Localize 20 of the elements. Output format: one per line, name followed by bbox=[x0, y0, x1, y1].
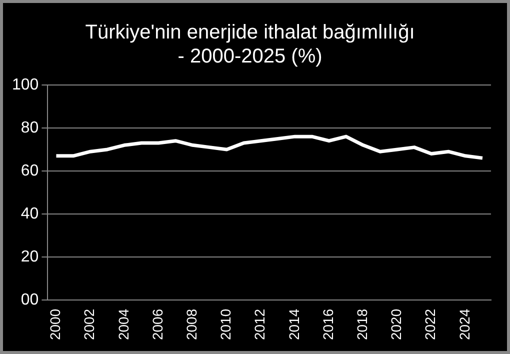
y-tick-label: 20 bbox=[20, 248, 39, 266]
y-tick-label: 100 bbox=[12, 76, 39, 94]
y-tick-label: 40 bbox=[20, 205, 39, 222]
y-tick-label: 60 bbox=[20, 162, 39, 180]
x-tick-label: 2022 bbox=[422, 308, 438, 340]
x-tick-label: 2010 bbox=[218, 308, 234, 340]
x-tick-label: 2014 bbox=[286, 308, 302, 340]
x-tick-label: 2016 bbox=[320, 308, 336, 340]
y-tick-label: 80 bbox=[20, 119, 39, 136]
x-tick-label: 2006 bbox=[149, 308, 166, 340]
x-tick-label: 2024 bbox=[456, 308, 472, 340]
x-tick-label: 2008 bbox=[183, 308, 200, 340]
x-tick-label: 2018 bbox=[354, 308, 370, 340]
x-tick-label: 2020 bbox=[388, 308, 404, 340]
x-tick-label: 2000 bbox=[47, 308, 64, 340]
x-tick-label: 2002 bbox=[81, 308, 98, 340]
x-tick-label: 2012 bbox=[252, 308, 268, 340]
chart-title: Türkiye'nin enerjide ithalat bağımlılığı - 2000-2025 (%) bbox=[85, 22, 415, 68]
x-tick-label: 2004 bbox=[115, 308, 132, 340]
y-tick-label: 00 bbox=[20, 291, 39, 308]
